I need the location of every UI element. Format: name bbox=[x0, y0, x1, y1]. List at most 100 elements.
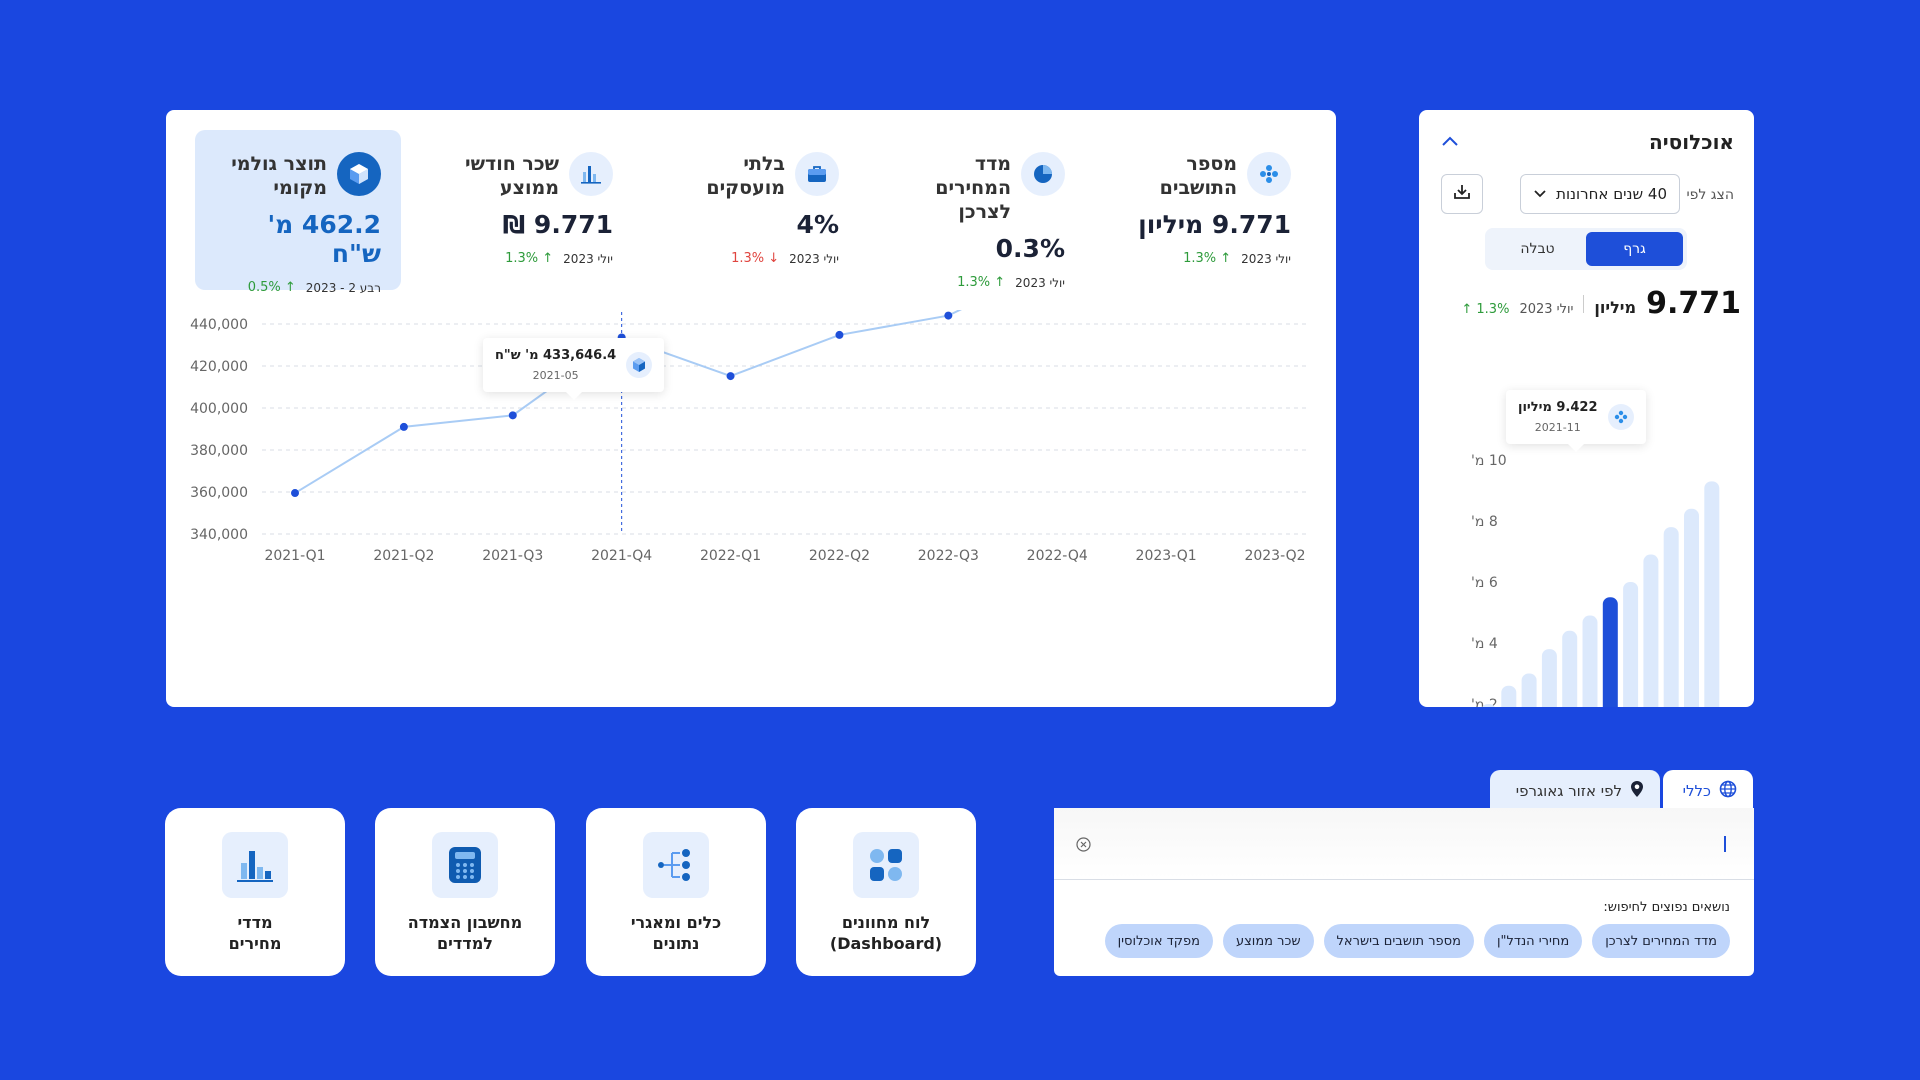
arrow-up-icon: ↑ bbox=[1220, 251, 1232, 266]
clear-icon[interactable] bbox=[1076, 837, 1091, 856]
popular-topics: מדד המחירים לצרכן מחירי הנדל"ן מספר תושב… bbox=[1104, 924, 1730, 958]
arrow-up-icon: ↑ bbox=[284, 280, 296, 295]
stat-change: ↑ 1.3% bbox=[505, 251, 553, 266]
x-tick-label: 2022-Q3 bbox=[918, 548, 979, 564]
tool-card-calculator[interactable]: מחשבון הצמדה למדדים bbox=[375, 808, 555, 976]
stat-value: 462.2 מ' ש"ח bbox=[267, 210, 381, 268]
y-tick-label: 400,000 bbox=[190, 401, 248, 417]
briefcase-icon bbox=[795, 152, 839, 196]
y-tick-label: 2 מ' bbox=[1471, 697, 1498, 707]
bar-tooltip-date: 2021-11 bbox=[1534, 421, 1581, 434]
tool-card-data-tools[interactable]: כלים ומאגרי נתונים bbox=[586, 808, 766, 976]
arrow-up-icon: ↑ bbox=[994, 275, 1006, 290]
stat-card[interactable]: מדד המחירים לצרכן 0.3% יולי 2023 ↑ 1.3% bbox=[879, 130, 1085, 290]
tab-general-label: כללי bbox=[1682, 782, 1711, 800]
topic-chip[interactable]: מספר תושבים בישראל bbox=[1323, 924, 1474, 958]
period-select[interactable]: 40 שנים אחרונות bbox=[1520, 174, 1680, 214]
population-change: 1.3% ↑ bbox=[1461, 302, 1509, 317]
stat-card[interactable]: מספר התושבים 9.771 מיליון יולי 2023 ↑ 1.3% bbox=[1105, 130, 1311, 290]
bar bbox=[1704, 481, 1720, 707]
line-chart-tooltip: 433,646.4 מ' ש"ח 2021-05 bbox=[483, 338, 665, 400]
bar-tooltip-value: 9.422 מיליון bbox=[1518, 400, 1598, 415]
data-point bbox=[835, 330, 844, 339]
cube-icon bbox=[626, 352, 653, 378]
stat-card[interactable]: תוצר גולמי מקומי 462.2 מ' ש"ח רבע 2 - 2023… bbox=[195, 130, 401, 295]
y-tick-label: 420,000 bbox=[190, 359, 248, 375]
stat-meta: יולי 2023 ↑ 1.3% bbox=[447, 251, 613, 266]
stat-date: יולי 2023 bbox=[1015, 275, 1065, 290]
stat-title: בלתי מועסקים bbox=[706, 153, 785, 199]
topic-chip[interactable]: שכר ממוצע bbox=[1222, 924, 1314, 958]
bar-chart-tooltip: 9.422 מיליון 2021-11 bbox=[1506, 390, 1646, 452]
stat-card[interactable]: שכר חודשי ממוצע 9.771 ₪ יולי 2023 ↑ 1.3% bbox=[427, 130, 633, 290]
topic-chip[interactable]: מפקד אוכלוסין bbox=[1104, 924, 1213, 958]
bar bbox=[1623, 582, 1639, 707]
stat-date: יולי 2023 bbox=[789, 251, 839, 266]
main-dashboard-card: מספר התושבים 9.771 מיליון יולי 2023 ↑ 1.3% מ… bbox=[166, 110, 1336, 707]
view-toggle: גרף טבלה bbox=[1485, 228, 1687, 270]
data-point bbox=[944, 311, 953, 320]
stat-change-value: 1.3% bbox=[957, 275, 991, 290]
search-card: נושאים נפוצים לחיפוש: מדד המחירים לצרכן … bbox=[1054, 808, 1754, 976]
arrow-down-icon: ↓ bbox=[768, 251, 780, 266]
stat-value: 9.771 מיליון bbox=[1138, 210, 1291, 239]
stat-meta: יולי 2023 ↓ 1.3% bbox=[673, 251, 839, 266]
tab-general[interactable]: כללי bbox=[1663, 770, 1753, 812]
bar bbox=[1562, 630, 1578, 707]
x-tick-label: 2023-Q2 bbox=[1244, 548, 1305, 564]
topic-chip[interactable]: מחירי הנדל"ן bbox=[1483, 924, 1583, 958]
chevron-down-icon bbox=[1533, 185, 1547, 203]
tab-geographic[interactable]: לפי אזור גאוגרפי bbox=[1490, 770, 1660, 812]
x-tick-label: 2022-Q4 bbox=[1027, 548, 1088, 564]
stat-head: שכר חודשי ממוצע bbox=[447, 152, 613, 200]
stat-change: ↓ 1.3% bbox=[731, 251, 779, 266]
people-icon bbox=[1247, 152, 1291, 196]
x-tick-label: 2023-Q1 bbox=[1136, 548, 1197, 564]
stat-change: ↑ 1.3% bbox=[957, 275, 1005, 290]
stat-title: תוצר גולמי מקומי bbox=[231, 153, 327, 199]
stat-change: ↑ 0.5% bbox=[248, 280, 296, 295]
stat-change: ↑ 1.3% bbox=[1183, 251, 1231, 266]
data-point bbox=[291, 489, 299, 498]
collapse-chevron-icon[interactable] bbox=[1441, 132, 1459, 151]
stat-date: יולי 2023 bbox=[563, 251, 613, 266]
data-tree-icon bbox=[643, 832, 709, 898]
bar bbox=[1482, 704, 1495, 707]
stat-title: מספר התושבים bbox=[1159, 153, 1237, 199]
bar-chart: 02 מ'4 מ'6 מ'8 מ'10 מ'1970198019902020 bbox=[1471, 453, 1720, 707]
pie-chart-icon bbox=[1021, 152, 1065, 196]
stat-head: תוצר גולמי מקומי bbox=[215, 152, 381, 200]
stat-change-value: 1.3% bbox=[1183, 251, 1217, 266]
stat-change-value: 1.3% bbox=[731, 251, 765, 266]
stat-card[interactable]: בלתי מועסקים 4% יולי 2023 ↓ 1.3% bbox=[653, 130, 859, 290]
stat-date: יולי 2023 bbox=[1241, 251, 1291, 266]
stat-meta: רבע 2 - 2023 ↑ 0.5% bbox=[215, 280, 381, 295]
topic-chip[interactable]: מדד המחירים לצרכן bbox=[1592, 924, 1730, 958]
period-select-value: 40 שנים אחרונות bbox=[1556, 185, 1667, 203]
search-input[interactable] bbox=[1094, 822, 1734, 866]
bar bbox=[1582, 615, 1598, 707]
population-date: יולי 2023 bbox=[1519, 302, 1574, 317]
download-button[interactable] bbox=[1441, 174, 1483, 214]
bar bbox=[1521, 673, 1537, 707]
bar bbox=[1501, 685, 1517, 707]
search-input-row bbox=[1054, 808, 1754, 880]
y-tick-label: 6 מ' bbox=[1471, 575, 1498, 591]
tool-label: כלים ומאגרי נתונים bbox=[630, 913, 722, 953]
download-icon bbox=[1452, 182, 1472, 206]
stat-head: בלתי מועסקים bbox=[673, 152, 839, 200]
population-change-value: 1.3% bbox=[1476, 302, 1510, 317]
line-chart: 340,000 360,000 380,000 400,000 420,000 440,0… bbox=[190, 310, 1306, 564]
tooltip-date: 2021-05 bbox=[532, 369, 579, 382]
toggle-table-button[interactable]: טבלה bbox=[1520, 241, 1555, 257]
tool-card-dashboard[interactable]: לוח מחוונים (Dashboard) bbox=[796, 808, 976, 976]
bar bbox=[1602, 597, 1618, 707]
population-title: אוכלוסיה bbox=[1649, 130, 1734, 154]
stat-meta: יולי 2023 ↑ 1.3% bbox=[899, 275, 1065, 290]
tool-card-price-indices[interactable]: מדדי מחירים bbox=[165, 808, 345, 976]
population-unit: מיליון bbox=[1594, 298, 1637, 317]
population-value: 9.771 bbox=[1646, 286, 1741, 321]
toggle-chart-button[interactable]: גרף bbox=[1586, 232, 1683, 266]
series-line bbox=[294, 310, 962, 494]
stat-change-value: 0.5% bbox=[247, 280, 281, 295]
